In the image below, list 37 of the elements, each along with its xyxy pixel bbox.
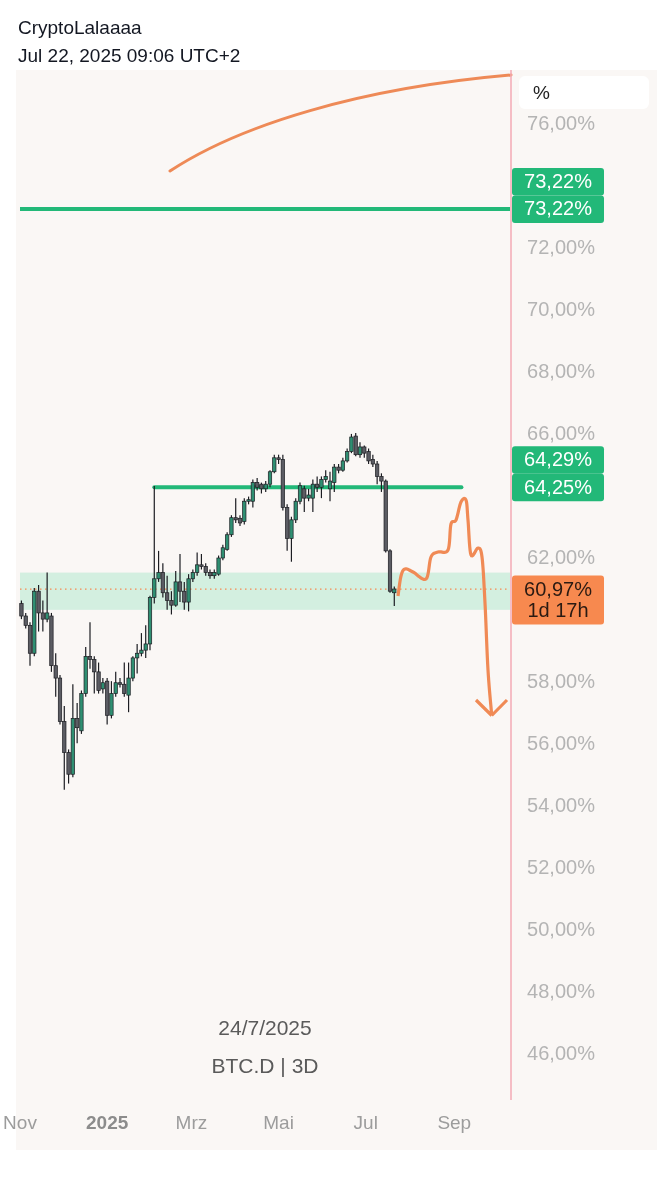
annotation: 24/7/2025	[218, 1016, 312, 1039]
y-tick-label: 62,00%	[527, 546, 596, 569]
candlestick	[302, 485, 307, 513]
text: 64,25%	[524, 475, 593, 498]
y-tick-label: 52,00%	[527, 856, 596, 879]
chart-title: CryptoLalaaaa	[18, 17, 143, 38]
candlestick	[310, 478, 315, 513]
candlestick	[250, 478, 255, 509]
chart-subtitle: Jul 22, 2025 09:06 UTC+2	[18, 45, 241, 66]
y-axis-title: %	[533, 82, 550, 103]
candlestick	[353, 432, 358, 457]
y-tick-label: 70,00%	[527, 297, 596, 320]
y-tick-label: 54,00%	[527, 794, 596, 817]
text: 73,22%	[524, 169, 593, 192]
x-tick-label: Nov	[3, 1112, 38, 1133]
x-tick-label: 2025	[86, 1112, 129, 1133]
y-tick-label: 46,00%	[527, 1042, 596, 1065]
y-tick-label: 50,00%	[527, 918, 596, 941]
ref-line-label: 73,22%	[524, 197, 593, 220]
candlestick	[186, 573, 191, 612]
y-tick-label: 76,00%	[527, 111, 596, 134]
text: 64,29%	[524, 448, 593, 471]
x-tick-label: Sep	[437, 1112, 472, 1133]
x-tick-label: Mai	[263, 1112, 294, 1133]
y-tick-label: 72,00%	[527, 235, 596, 258]
ref-line-label: 60,97% 1d 17h	[524, 577, 593, 622]
y-tick-label: 58,00%	[527, 670, 596, 693]
x-tick-label: Jul	[353, 1112, 378, 1133]
candlestick	[122, 661, 127, 698]
y-tick-label: 68,00%	[527, 359, 596, 382]
candlestick	[177, 553, 183, 603]
x-tick-label: Mrz	[175, 1112, 208, 1133]
y-tick-label: 48,00%	[527, 980, 596, 1003]
y-tick-label: 66,00%	[527, 421, 596, 444]
y-tick-label: 56,00%	[527, 732, 596, 755]
annotation: BTC.D | 3D	[211, 1054, 319, 1077]
candlestick	[242, 497, 247, 526]
